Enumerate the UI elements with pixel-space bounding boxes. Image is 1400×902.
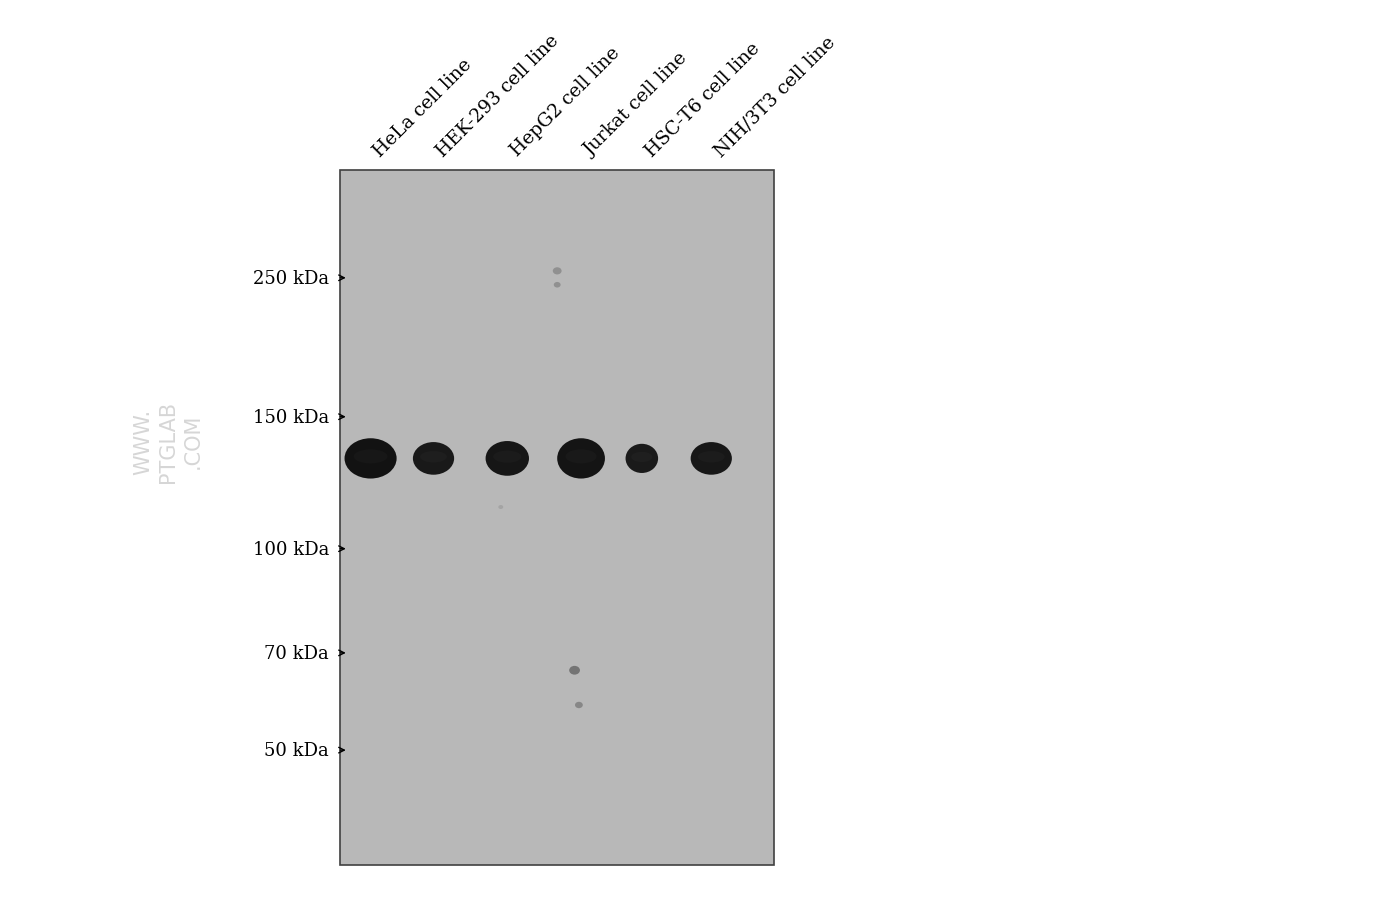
Ellipse shape: [344, 438, 396, 479]
Ellipse shape: [697, 452, 725, 463]
Text: WWW.
PTGLAB
.COM: WWW. PTGLAB .COM: [133, 400, 203, 483]
Ellipse shape: [690, 443, 732, 475]
Text: HEK-293 cell line: HEK-293 cell line: [434, 32, 563, 161]
Text: 100 kDa: 100 kDa: [252, 540, 329, 558]
Text: 50 kDa: 50 kDa: [265, 741, 329, 759]
Text: HepG2 cell line: HepG2 cell line: [507, 44, 623, 161]
Bar: [340, 171, 774, 865]
Ellipse shape: [566, 450, 596, 464]
Text: Jurkat cell line: Jurkat cell line: [581, 50, 692, 161]
Ellipse shape: [486, 442, 529, 476]
Text: 250 kDa: 250 kDa: [253, 270, 329, 288]
Ellipse shape: [631, 452, 652, 463]
Text: NIH/3T3 cell line: NIH/3T3 cell line: [711, 32, 839, 161]
Ellipse shape: [553, 268, 561, 275]
Ellipse shape: [493, 451, 521, 464]
Ellipse shape: [413, 443, 454, 475]
Text: HeLa cell line: HeLa cell line: [371, 55, 476, 161]
Ellipse shape: [575, 702, 582, 708]
Text: 70 kDa: 70 kDa: [265, 644, 329, 662]
Ellipse shape: [570, 666, 580, 675]
Text: 150 kDa: 150 kDa: [253, 409, 329, 427]
Ellipse shape: [354, 450, 388, 464]
Ellipse shape: [557, 438, 605, 479]
Ellipse shape: [626, 445, 658, 474]
Ellipse shape: [498, 505, 503, 510]
Ellipse shape: [420, 452, 447, 463]
Ellipse shape: [554, 282, 560, 289]
Text: HSC-T6 cell line: HSC-T6 cell line: [641, 39, 763, 161]
